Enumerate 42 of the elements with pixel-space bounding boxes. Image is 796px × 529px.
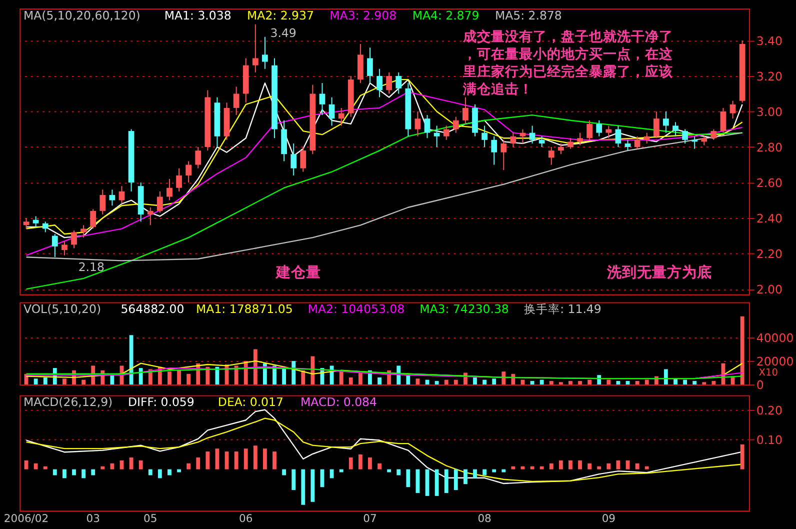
y-tick-label: 20000 (756, 354, 794, 368)
text: MA4: 2.879 (412, 8, 480, 22)
y-tick-label: 3.20 (756, 69, 782, 84)
x-tick-label: 08 (478, 512, 492, 526)
y-tick-label: 2.60 (756, 176, 782, 190)
x-tick-label: 2006/02 (4, 512, 49, 526)
chart-title: MACD(26,12,9) (24, 395, 113, 410)
x-tick-label: 09 (602, 512, 616, 526)
y-tick-label: 0.10 (756, 433, 782, 448)
text: MA1: 3.038 (164, 8, 232, 22)
text: MA2: 2.937 (247, 8, 314, 22)
y-tick-label: 2.40 (756, 211, 782, 226)
annotation: 2.18 (78, 260, 104, 274)
annotation: 建仓量 (275, 264, 322, 281)
x-tick-label: 06 (239, 512, 253, 526)
text: MA3: 2.908 (330, 8, 397, 22)
text: MA3: 74230.38 (420, 302, 509, 316)
x-tick-label: 07 (363, 512, 377, 526)
text: DIFF: 0.059 (128, 395, 194, 410)
text: MA2: 104053.08 (308, 302, 405, 316)
chart-title: MA(5,10,20,60,120) (24, 8, 140, 22)
y-tick-label: 0.20 (756, 403, 782, 418)
y-tick-label: 40000 (756, 330, 794, 345)
annotation: MACD: 0.084 (300, 395, 377, 410)
annotation: 洗到无量方为底 (606, 262, 712, 281)
text: X10 (758, 368, 778, 379)
x-tick-label: 05 (144, 512, 158, 526)
series-label: DEA: 0.017 (218, 395, 284, 410)
annotation: 3.49 (270, 26, 296, 40)
text: MA1: 178871.05 (196, 302, 293, 316)
annotation: 564882.00 (120, 302, 184, 316)
annotation: 换手率: 11.49 (524, 302, 602, 316)
y-tick-label: 3.40 (756, 34, 782, 48)
x-tick-label: 03 (86, 512, 100, 526)
annotation: 成交量没有了，盘子也就洗干净了，可在量最小的地方买一点，在这里庄家行为已经完全暴露了，应该满仓追击！ (462, 28, 674, 98)
text: MA5: 2.878 (494, 8, 562, 22)
chart-title: VOL(5,10,20) (24, 302, 102, 316)
y-tick-label: 2.80 (756, 140, 782, 154)
y-tick-label: 0 (756, 378, 764, 392)
y-tick-label: 3.00 (756, 104, 782, 119)
y-tick-label: 2.00 (756, 282, 782, 296)
y-tick-label: 2.20 (756, 246, 782, 261)
